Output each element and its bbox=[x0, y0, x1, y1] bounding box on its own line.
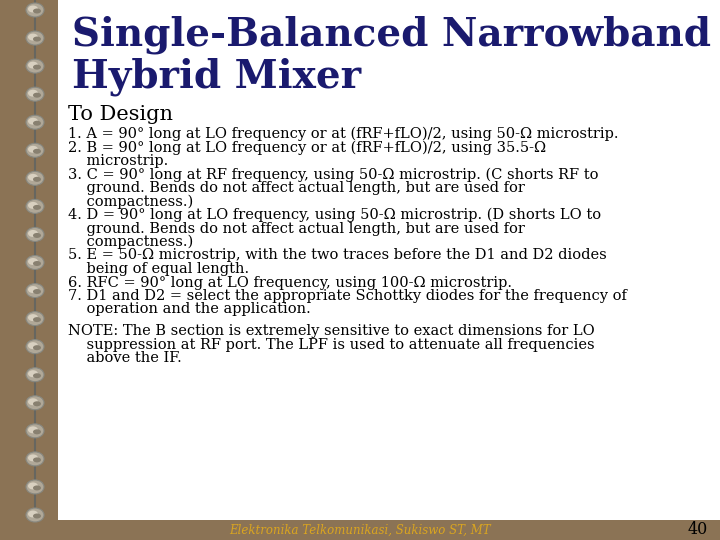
Ellipse shape bbox=[28, 370, 38, 377]
Ellipse shape bbox=[28, 118, 38, 125]
Ellipse shape bbox=[28, 230, 38, 237]
Ellipse shape bbox=[26, 368, 44, 382]
Text: being of equal length.: being of equal length. bbox=[68, 262, 249, 276]
Ellipse shape bbox=[33, 317, 41, 322]
Ellipse shape bbox=[33, 289, 41, 294]
FancyBboxPatch shape bbox=[0, 520, 720, 540]
Ellipse shape bbox=[33, 121, 41, 126]
FancyBboxPatch shape bbox=[58, 0, 720, 520]
Ellipse shape bbox=[28, 482, 38, 489]
Ellipse shape bbox=[26, 424, 44, 438]
Text: 2. B = 90° long at LO frequency or at (fRF+fLO)/2, using 35.5-Ω: 2. B = 90° long at LO frequency or at (f… bbox=[68, 140, 546, 155]
Ellipse shape bbox=[28, 174, 38, 181]
Ellipse shape bbox=[33, 93, 41, 98]
Text: 7. D1 and D2 = select the appropriate Schottky diodes for the frequency of: 7. D1 and D2 = select the appropriate Sc… bbox=[68, 289, 627, 303]
Ellipse shape bbox=[28, 342, 38, 349]
Ellipse shape bbox=[33, 233, 41, 238]
Ellipse shape bbox=[26, 171, 44, 185]
Text: 3. C = 90° long at RF frequency, using 50-Ω microstrip. (C shorts RF to: 3. C = 90° long at RF frequency, using 5… bbox=[68, 167, 598, 182]
Text: suppression at RF port. The LPF is used to attenuate all frequencies: suppression at RF port. The LPF is used … bbox=[68, 338, 595, 352]
Ellipse shape bbox=[28, 314, 38, 321]
Ellipse shape bbox=[33, 429, 41, 434]
Ellipse shape bbox=[33, 345, 41, 350]
Ellipse shape bbox=[26, 312, 44, 326]
Ellipse shape bbox=[26, 227, 44, 241]
Ellipse shape bbox=[26, 59, 44, 73]
Text: 5. E = 50-Ω microstrip, with the two traces before the D1 and D2 diodes: 5. E = 50-Ω microstrip, with the two tra… bbox=[68, 248, 607, 262]
Ellipse shape bbox=[33, 65, 41, 70]
Ellipse shape bbox=[28, 90, 38, 97]
Text: 40: 40 bbox=[688, 522, 708, 538]
Ellipse shape bbox=[26, 452, 44, 466]
Ellipse shape bbox=[28, 62, 38, 69]
Ellipse shape bbox=[33, 37, 41, 42]
Ellipse shape bbox=[26, 3, 44, 17]
Ellipse shape bbox=[33, 149, 41, 154]
Ellipse shape bbox=[28, 146, 38, 153]
Ellipse shape bbox=[26, 284, 44, 298]
Ellipse shape bbox=[33, 457, 41, 462]
Ellipse shape bbox=[28, 33, 38, 40]
Ellipse shape bbox=[28, 399, 38, 406]
Text: Single-Balanced Narrowband: Single-Balanced Narrowband bbox=[72, 15, 711, 53]
Ellipse shape bbox=[26, 87, 44, 101]
Ellipse shape bbox=[26, 143, 44, 157]
Text: ground. Bends do not affect actual length, but are used for: ground. Bends do not affect actual lengt… bbox=[68, 181, 525, 195]
Ellipse shape bbox=[33, 401, 41, 406]
Ellipse shape bbox=[26, 255, 44, 269]
Text: NOTE: The B section is extremely sensitive to exact dimensions for LO: NOTE: The B section is extremely sensiti… bbox=[68, 324, 595, 338]
Ellipse shape bbox=[26, 115, 44, 129]
Text: compactness.): compactness.) bbox=[68, 235, 193, 249]
Ellipse shape bbox=[33, 485, 41, 490]
Ellipse shape bbox=[26, 199, 44, 213]
Ellipse shape bbox=[28, 258, 38, 265]
Ellipse shape bbox=[26, 480, 44, 494]
Text: microstrip.: microstrip. bbox=[68, 154, 168, 168]
Text: Elektronika Telkomunikasi, Sukiswo ST, MT: Elektronika Telkomunikasi, Sukiswo ST, M… bbox=[229, 523, 491, 537]
Ellipse shape bbox=[33, 261, 41, 266]
Ellipse shape bbox=[26, 508, 44, 522]
Text: 4. D = 90° long at LO frequency, using 50-Ω microstrip. (D shorts LO to: 4. D = 90° long at LO frequency, using 5… bbox=[68, 208, 601, 222]
Ellipse shape bbox=[33, 9, 41, 14]
Ellipse shape bbox=[28, 202, 38, 209]
Text: compactness.): compactness.) bbox=[68, 194, 193, 209]
Ellipse shape bbox=[28, 510, 38, 517]
Text: To Design: To Design bbox=[68, 105, 173, 124]
Text: operation and the application.: operation and the application. bbox=[68, 302, 311, 316]
Ellipse shape bbox=[28, 454, 38, 461]
Ellipse shape bbox=[33, 177, 41, 182]
Text: 6. RFC = 90° long at LO frequency, using 100-Ω microstrip.: 6. RFC = 90° long at LO frequency, using… bbox=[68, 275, 512, 289]
Ellipse shape bbox=[26, 340, 44, 354]
Ellipse shape bbox=[26, 31, 44, 45]
Text: Hybrid Mixer: Hybrid Mixer bbox=[72, 57, 361, 96]
Ellipse shape bbox=[28, 427, 38, 433]
Ellipse shape bbox=[28, 286, 38, 293]
Text: 1. A = 90° long at LO frequency or at (fRF+fLO)/2, using 50-Ω microstrip.: 1. A = 90° long at LO frequency or at (f… bbox=[68, 127, 618, 141]
Text: ground. Bends do not affect actual length, but are used for: ground. Bends do not affect actual lengt… bbox=[68, 221, 525, 235]
Ellipse shape bbox=[28, 5, 38, 12]
Ellipse shape bbox=[33, 514, 41, 518]
Ellipse shape bbox=[26, 396, 44, 410]
Ellipse shape bbox=[33, 373, 41, 378]
Text: above the IF.: above the IF. bbox=[68, 351, 181, 365]
Ellipse shape bbox=[33, 205, 41, 210]
